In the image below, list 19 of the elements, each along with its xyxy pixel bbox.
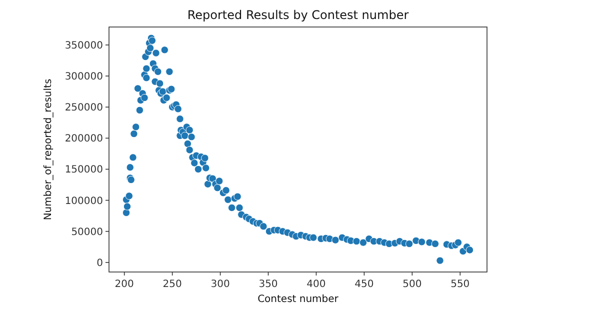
y-tick-label: 100000 bbox=[64, 196, 103, 207]
x-tick-label: 400 bbox=[306, 279, 326, 290]
x-tick-label: 350 bbox=[258, 279, 278, 290]
y-tick-label: 50000 bbox=[71, 226, 103, 238]
x-tick-label: 200 bbox=[114, 279, 134, 290]
y-axis-title: Number_of_reported_results bbox=[43, 78, 54, 220]
y-tick-label: 300000 bbox=[64, 72, 103, 83]
y-tick-label: 200000 bbox=[64, 134, 103, 145]
chart-title: Reported Results by Contest number bbox=[187, 8, 409, 22]
y-tick-label: 0 bbox=[96, 258, 103, 269]
y-tick-label: 350000 bbox=[64, 40, 103, 52]
x-tick-label: 450 bbox=[354, 279, 374, 290]
y-tick-label: 250000 bbox=[64, 102, 103, 114]
x-tick-label: 250 bbox=[162, 279, 182, 290]
y-tick-label: 150000 bbox=[64, 164, 103, 176]
x-tick-label: 550 bbox=[450, 279, 470, 290]
x-tick-label: 300 bbox=[210, 279, 230, 290]
x-axis-title: Contest number bbox=[258, 294, 340, 305]
x-tick-label: 500 bbox=[402, 279, 422, 290]
